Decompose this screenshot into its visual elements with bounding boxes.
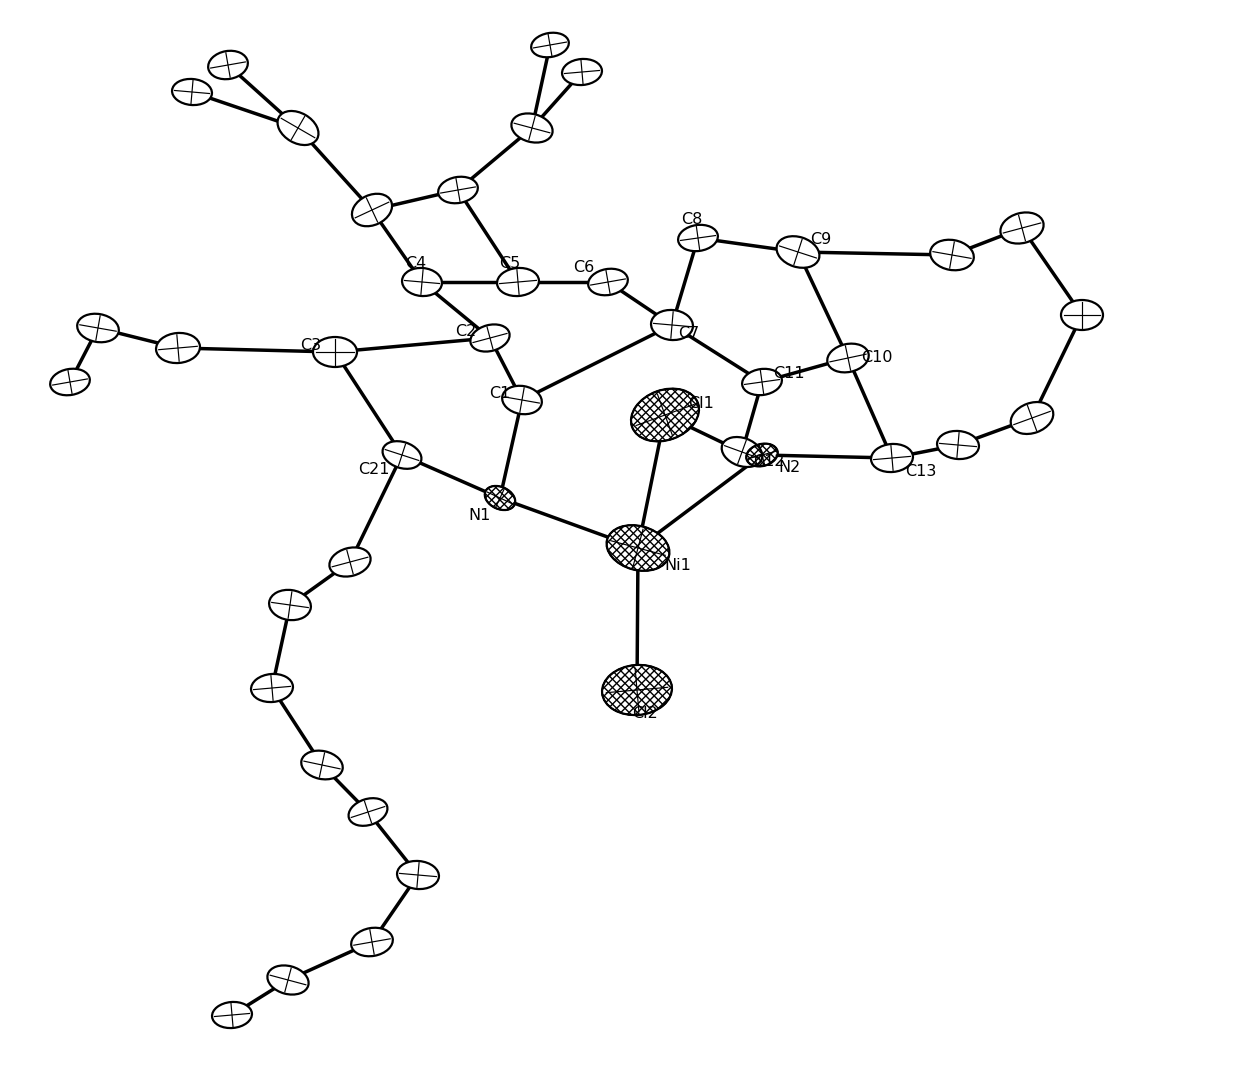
Ellipse shape [397, 861, 439, 889]
Ellipse shape [631, 388, 699, 441]
Text: C2: C2 [455, 325, 476, 340]
Text: C5: C5 [500, 255, 521, 270]
Text: N2: N2 [779, 459, 801, 475]
Ellipse shape [351, 928, 393, 957]
Ellipse shape [746, 443, 777, 466]
Ellipse shape [678, 225, 718, 251]
Ellipse shape [742, 369, 782, 395]
Ellipse shape [651, 310, 693, 340]
Ellipse shape [383, 441, 422, 469]
Ellipse shape [269, 590, 311, 620]
Text: C4: C4 [405, 255, 427, 270]
Ellipse shape [722, 437, 763, 467]
Ellipse shape [402, 268, 441, 296]
Ellipse shape [562, 59, 601, 85]
Text: C10: C10 [862, 351, 893, 366]
Ellipse shape [208, 51, 248, 80]
Ellipse shape [348, 798, 387, 825]
Ellipse shape [312, 337, 357, 367]
Ellipse shape [352, 194, 392, 226]
Ellipse shape [603, 665, 672, 716]
Ellipse shape [827, 343, 869, 372]
Ellipse shape [470, 325, 510, 352]
Ellipse shape [485, 486, 516, 510]
Ellipse shape [301, 751, 342, 779]
Ellipse shape [776, 237, 820, 268]
Text: C12: C12 [753, 453, 785, 468]
Ellipse shape [330, 548, 371, 577]
Ellipse shape [278, 111, 319, 145]
Ellipse shape [1061, 300, 1104, 330]
Ellipse shape [50, 369, 89, 395]
Text: N1: N1 [469, 509, 491, 524]
Ellipse shape [502, 386, 542, 414]
Ellipse shape [930, 240, 973, 270]
Ellipse shape [497, 268, 539, 296]
Ellipse shape [1011, 402, 1053, 434]
Ellipse shape [77, 314, 119, 342]
Text: C6: C6 [573, 259, 595, 274]
Text: C3: C3 [300, 339, 321, 354]
Text: Cl1: Cl1 [688, 396, 714, 411]
Text: C11: C11 [774, 366, 805, 381]
Ellipse shape [870, 444, 913, 472]
Ellipse shape [511, 113, 553, 143]
Ellipse shape [588, 269, 627, 295]
Text: C13: C13 [905, 464, 936, 479]
Ellipse shape [250, 674, 293, 702]
Ellipse shape [156, 332, 200, 363]
Text: C7: C7 [678, 326, 699, 341]
Ellipse shape [438, 176, 477, 203]
Ellipse shape [937, 430, 978, 459]
Ellipse shape [172, 79, 212, 105]
Text: C8: C8 [681, 212, 703, 227]
Ellipse shape [606, 525, 670, 570]
Text: Cl2: Cl2 [632, 707, 658, 722]
Text: C1: C1 [490, 386, 511, 401]
Ellipse shape [268, 965, 309, 994]
Text: C21: C21 [358, 463, 389, 478]
Text: C9: C9 [811, 231, 832, 246]
Ellipse shape [1001, 212, 1044, 243]
Ellipse shape [531, 32, 569, 57]
Text: Ni1: Ni1 [665, 558, 692, 574]
Ellipse shape [212, 1002, 252, 1028]
